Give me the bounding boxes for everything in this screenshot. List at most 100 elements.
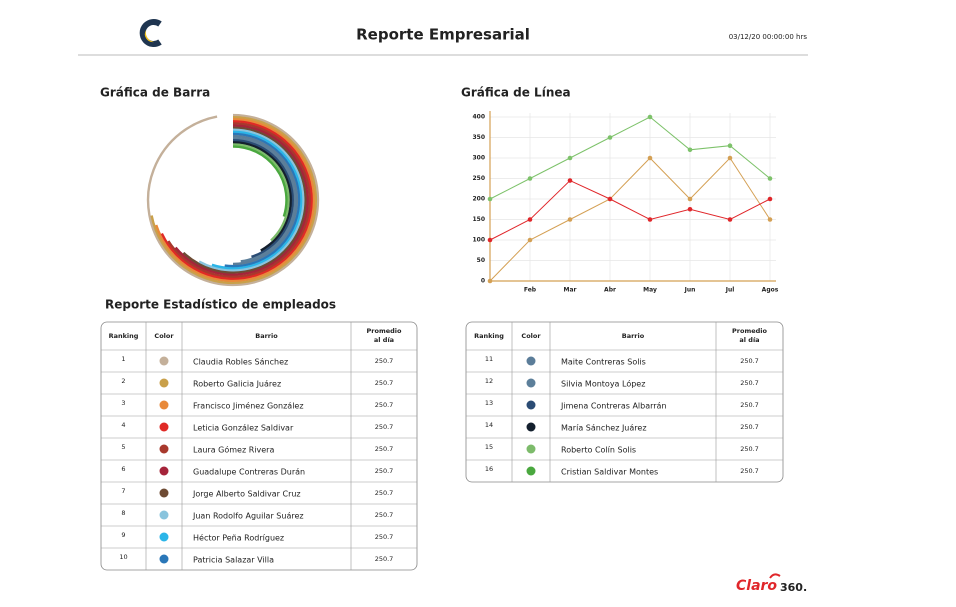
y-tick-label: 50 xyxy=(477,257,485,264)
color-swatch xyxy=(159,422,169,432)
average-cell: 250.7 xyxy=(740,379,759,387)
name-cell: Roberto Colín Solis xyxy=(561,446,636,455)
average-cell: 250.7 xyxy=(375,533,394,541)
radial-bar xyxy=(232,141,292,252)
color-swatch xyxy=(159,488,169,498)
brand-name: Claro xyxy=(736,578,777,594)
average-cell: 250.7 xyxy=(375,489,394,497)
average-cell: 250.7 xyxy=(375,401,394,409)
x-tick-label: Abr xyxy=(604,287,616,294)
average-cell: 250.7 xyxy=(375,357,394,365)
average-cell: 250.7 xyxy=(740,445,759,453)
color-swatch xyxy=(159,356,169,366)
color-swatch xyxy=(159,554,169,564)
ranking-cell: 1 xyxy=(121,355,125,363)
radial-bar xyxy=(160,120,313,280)
name-cell: Leticia González Saldivar xyxy=(193,424,294,433)
line-point xyxy=(607,135,613,140)
name-cell: Patricia Salazar Villa xyxy=(193,556,274,565)
ranking-cell: 6 xyxy=(121,465,125,473)
radial-bar xyxy=(150,115,318,285)
column-header: al día xyxy=(739,336,759,344)
line-point xyxy=(727,155,733,161)
column-header: al día xyxy=(374,336,394,344)
brand-suffix: 360. xyxy=(780,581,807,594)
y-tick-label: 200 xyxy=(472,196,485,203)
x-tick-label: Jun xyxy=(684,287,696,294)
x-tick-label: Mar xyxy=(564,287,577,294)
brand-swoosh xyxy=(769,573,781,579)
line-point xyxy=(687,206,693,212)
ranking-cell: 16 xyxy=(485,465,493,473)
section-title: Reporte Estadístico de empleados xyxy=(105,298,336,312)
company-logo xyxy=(139,19,162,47)
ranking-cell: 15 xyxy=(485,443,493,451)
radial-bar xyxy=(182,126,307,274)
radial-bar xyxy=(232,143,290,242)
line-point xyxy=(767,196,773,202)
line-point xyxy=(647,114,653,120)
ranking-cell: 2 xyxy=(121,377,125,385)
line-point xyxy=(767,176,773,181)
radial-bar xyxy=(174,124,309,276)
radial-bar xyxy=(146,113,320,287)
color-swatch xyxy=(159,510,169,520)
line-point xyxy=(727,217,733,222)
name-cell: Juan Rodolfo Aguilar Suárez xyxy=(192,512,304,521)
name-cell: Héctor Peña Rodríguez xyxy=(193,533,284,543)
ranking-cell: 12 xyxy=(485,377,493,385)
radial-bar xyxy=(232,139,294,258)
y-tick-label: 400 xyxy=(472,114,485,121)
y-tick-label: 300 xyxy=(472,155,485,162)
section-title: Gráfica de Línea xyxy=(461,86,571,100)
average-cell: 250.7 xyxy=(375,511,394,519)
line-point xyxy=(487,237,493,243)
line-point xyxy=(647,155,653,161)
line-series xyxy=(489,179,771,241)
y-tick-label: 100 xyxy=(472,237,485,244)
name-cell: Francisco Jiménez González xyxy=(193,401,304,411)
column-header: Barrio xyxy=(622,332,645,340)
line-point xyxy=(567,178,573,183)
x-tick-label: Feb xyxy=(524,287,537,294)
name-cell: María Sánchez Juárez xyxy=(561,424,647,433)
line-point xyxy=(567,155,573,161)
column-header: Promedio xyxy=(732,327,767,335)
average-cell: 250.7 xyxy=(740,401,759,409)
ranking-cell: 4 xyxy=(121,421,125,429)
line-point xyxy=(527,176,533,181)
color-swatch xyxy=(526,356,536,366)
column-header: Promedio xyxy=(367,327,402,335)
color-swatch xyxy=(526,444,536,454)
color-swatch xyxy=(159,466,169,476)
table-frame xyxy=(100,321,418,571)
x-tick-label: Jul xyxy=(725,287,735,294)
color-swatch xyxy=(159,400,169,410)
y-tick-label: 250 xyxy=(472,175,485,182)
ranking-cell: 5 xyxy=(121,443,125,451)
average-cell: 250.7 xyxy=(740,467,759,475)
x-tick-label: Agos xyxy=(762,287,779,294)
average-cell: 250.7 xyxy=(740,357,759,365)
average-cell: 250.7 xyxy=(375,379,394,387)
column-header: Color xyxy=(154,332,174,340)
ranking-cell: 9 xyxy=(121,531,125,539)
color-swatch xyxy=(159,532,169,542)
ranking-cell: 8 xyxy=(121,509,125,517)
line-series xyxy=(489,116,771,200)
line-point xyxy=(487,196,493,202)
line-point xyxy=(687,147,693,153)
column-header: Barrio xyxy=(255,332,278,340)
name-cell: Guadalupe Contreras Durán xyxy=(193,468,305,477)
line-point xyxy=(767,217,773,222)
line-point xyxy=(567,217,573,222)
x-tick-label: May xyxy=(643,287,657,294)
radial-bar xyxy=(224,132,301,268)
table-frame xyxy=(465,321,784,483)
radial-bar xyxy=(167,122,311,278)
ranking-cell: 11 xyxy=(485,355,493,363)
line-point xyxy=(527,217,533,222)
radial-bar xyxy=(155,118,315,282)
